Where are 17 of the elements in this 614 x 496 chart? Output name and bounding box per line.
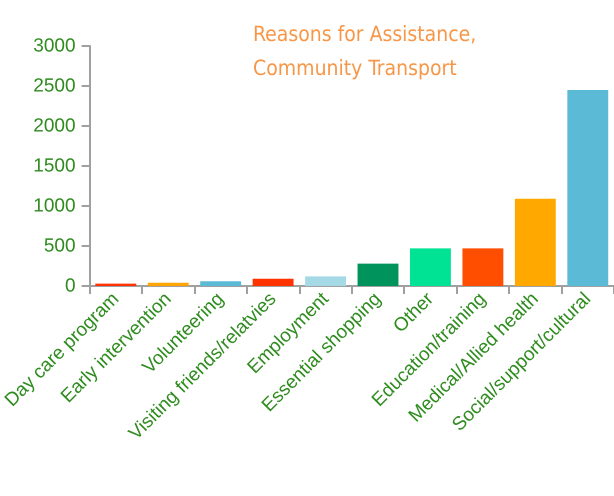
bar xyxy=(410,248,451,286)
bar xyxy=(462,248,504,286)
bar xyxy=(567,90,608,286)
y-tick-label: 0 xyxy=(64,276,76,296)
bar xyxy=(358,264,398,286)
bar xyxy=(514,198,556,286)
y-tick-label: 2500 xyxy=(33,76,76,96)
bar xyxy=(148,282,189,286)
y-tick-label: 1000 xyxy=(33,196,76,216)
bar xyxy=(200,281,242,286)
bar xyxy=(252,278,294,286)
chart-title: Reasons for Assistance, Community Transport xyxy=(253,22,476,80)
y-tick-label: 1500 xyxy=(33,156,76,176)
y-tick-label: 500 xyxy=(44,236,76,256)
y-tick-label: 3000 xyxy=(33,36,76,56)
bar xyxy=(305,276,346,286)
y-tick-label: 2000 xyxy=(33,116,76,136)
